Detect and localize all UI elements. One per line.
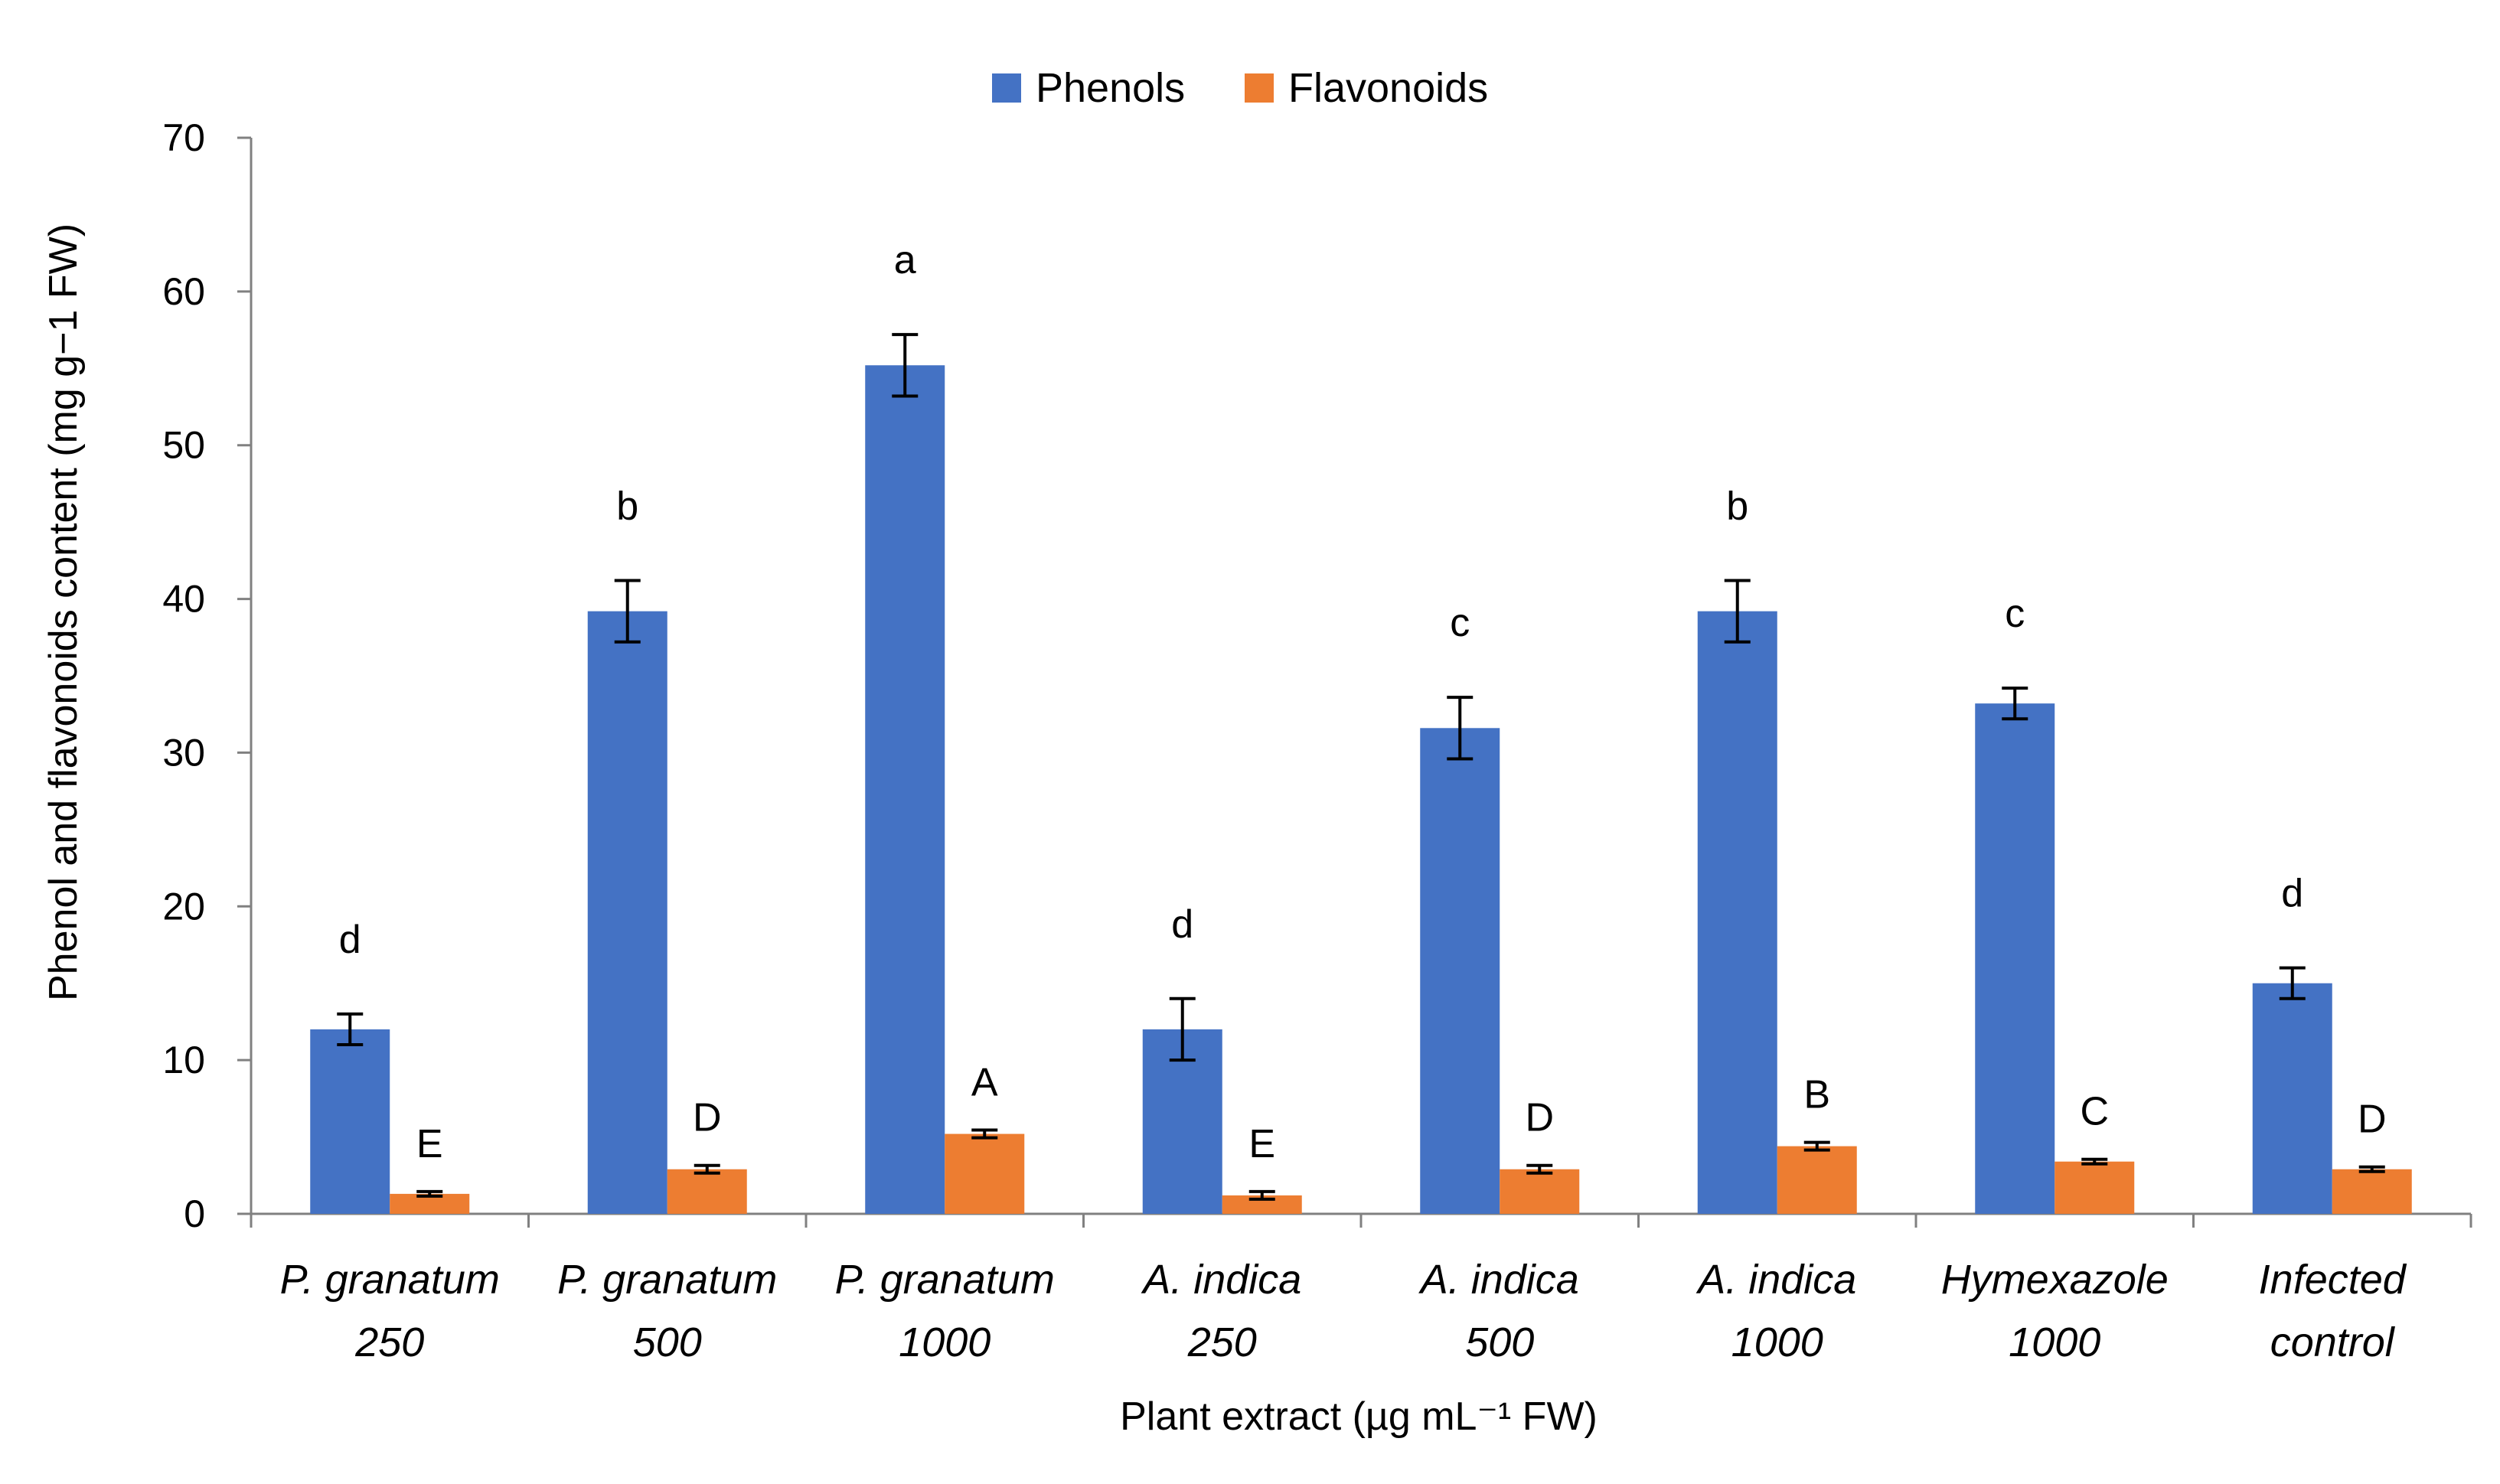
y-tick-label: 0 [184, 1192, 205, 1235]
legend-swatch [1245, 73, 1274, 103]
y-tick-label: 40 [162, 578, 205, 621]
x-tick-label: P. granatum 500 [557, 1257, 777, 1365]
y-tick-label: 50 [162, 424, 205, 467]
error-bar [2358, 1165, 2385, 1173]
y-tick-label: 60 [162, 270, 205, 313]
y-tick-label: 70 [162, 116, 205, 159]
bar-flavonoids [2055, 1161, 2135, 1214]
legend-item-phenols: Phenols [992, 65, 1185, 111]
error-bar [614, 579, 641, 644]
bar-flavonoids [1500, 1169, 1580, 1214]
significance-letter: d [339, 918, 361, 962]
significance-letter: E [416, 1122, 443, 1166]
significance-letter: D [693, 1096, 722, 1140]
y-tick-label: 10 [162, 1039, 205, 1081]
legend-item-flavonoids: Flavonoids [1245, 65, 1488, 111]
y-tick-label: 30 [162, 731, 205, 774]
bar-phenols [1975, 703, 2055, 1214]
significance-letter: b [1726, 484, 1748, 528]
x-tick-label: Infected control [2259, 1257, 2407, 1365]
significance-letter: c [2005, 592, 2025, 636]
error-bar [337, 1012, 364, 1047]
bar-phenols [2252, 983, 2332, 1214]
significance-letter: E [1248, 1122, 1275, 1166]
significance-letter: B [1803, 1073, 1830, 1117]
significance-letter: c [1450, 601, 1470, 645]
significance-letter: D [1525, 1096, 1554, 1140]
x-tick-label: A. indica 250 [1141, 1257, 1301, 1365]
x-tick-label: A. indica 1000 [1695, 1257, 1856, 1365]
bar-phenols [587, 611, 667, 1214]
bar-phenols [1697, 611, 1777, 1214]
bar-phenols [865, 365, 945, 1215]
bar-flavonoids [1777, 1146, 1857, 1214]
x-tick-label: P. granatum 250 [280, 1257, 500, 1365]
error-bar [2081, 1157, 2108, 1166]
significance-letter: b [616, 484, 638, 528]
bar-phenols [310, 1029, 390, 1214]
error-bar [2002, 687, 2028, 721]
error-bar [694, 1163, 720, 1175]
error-bar [1248, 1189, 1275, 1201]
significance-letter: A [971, 1061, 998, 1105]
legend-label: Phenols [1036, 65, 1185, 111]
x-tick-label: A. indica 500 [1418, 1257, 1579, 1365]
y-axis-title: Phenol and flavonoids content (mg g−1 FW… [41, 223, 86, 1001]
error-bar [2279, 966, 2306, 1000]
error-bar [892, 333, 919, 398]
error-bar [1803, 1140, 1830, 1152]
significance-letter: d [2281, 872, 2303, 916]
significance-letter: d [1171, 902, 1193, 947]
error-bar [416, 1189, 443, 1198]
bar-phenols [1420, 728, 1500, 1214]
y-tick-label: 20 [162, 885, 205, 928]
significance-letter: C [2080, 1090, 2109, 1134]
x-tick-label: Hymexazole 1000 [1941, 1257, 2169, 1365]
x-axis: P. granatum 250 P. granatum 500 P. granatum 1… [250, 1212, 2472, 1365]
error-bar [971, 1128, 998, 1140]
significance-letter: a [894, 238, 916, 282]
significance-letter: D [2358, 1098, 2387, 1142]
error-bar [1169, 996, 1196, 1062]
error-bar [1447, 696, 1474, 761]
bar-flavonoids [945, 1133, 1025, 1214]
x-axis-title: Plant extract (µg mL⁻¹ FW) [1120, 1394, 1598, 1439]
legend-label: Flavonoids [1288, 65, 1488, 111]
legend-swatch [992, 73, 1021, 103]
error-bar [1724, 579, 1751, 644]
x-tick-label: P. granatum 1000 [835, 1257, 1055, 1365]
y-axis: 0 10 20 30 40 50 60 70 [162, 116, 253, 1235]
bar-flavonoids [2332, 1169, 2412, 1214]
bars: d b a d c b c d E D A E D B C D [310, 238, 2412, 1215]
legend: Phenols Flavonoids [992, 65, 1488, 111]
error-bar [1526, 1163, 1553, 1175]
bar-flavonoids [667, 1169, 747, 1214]
